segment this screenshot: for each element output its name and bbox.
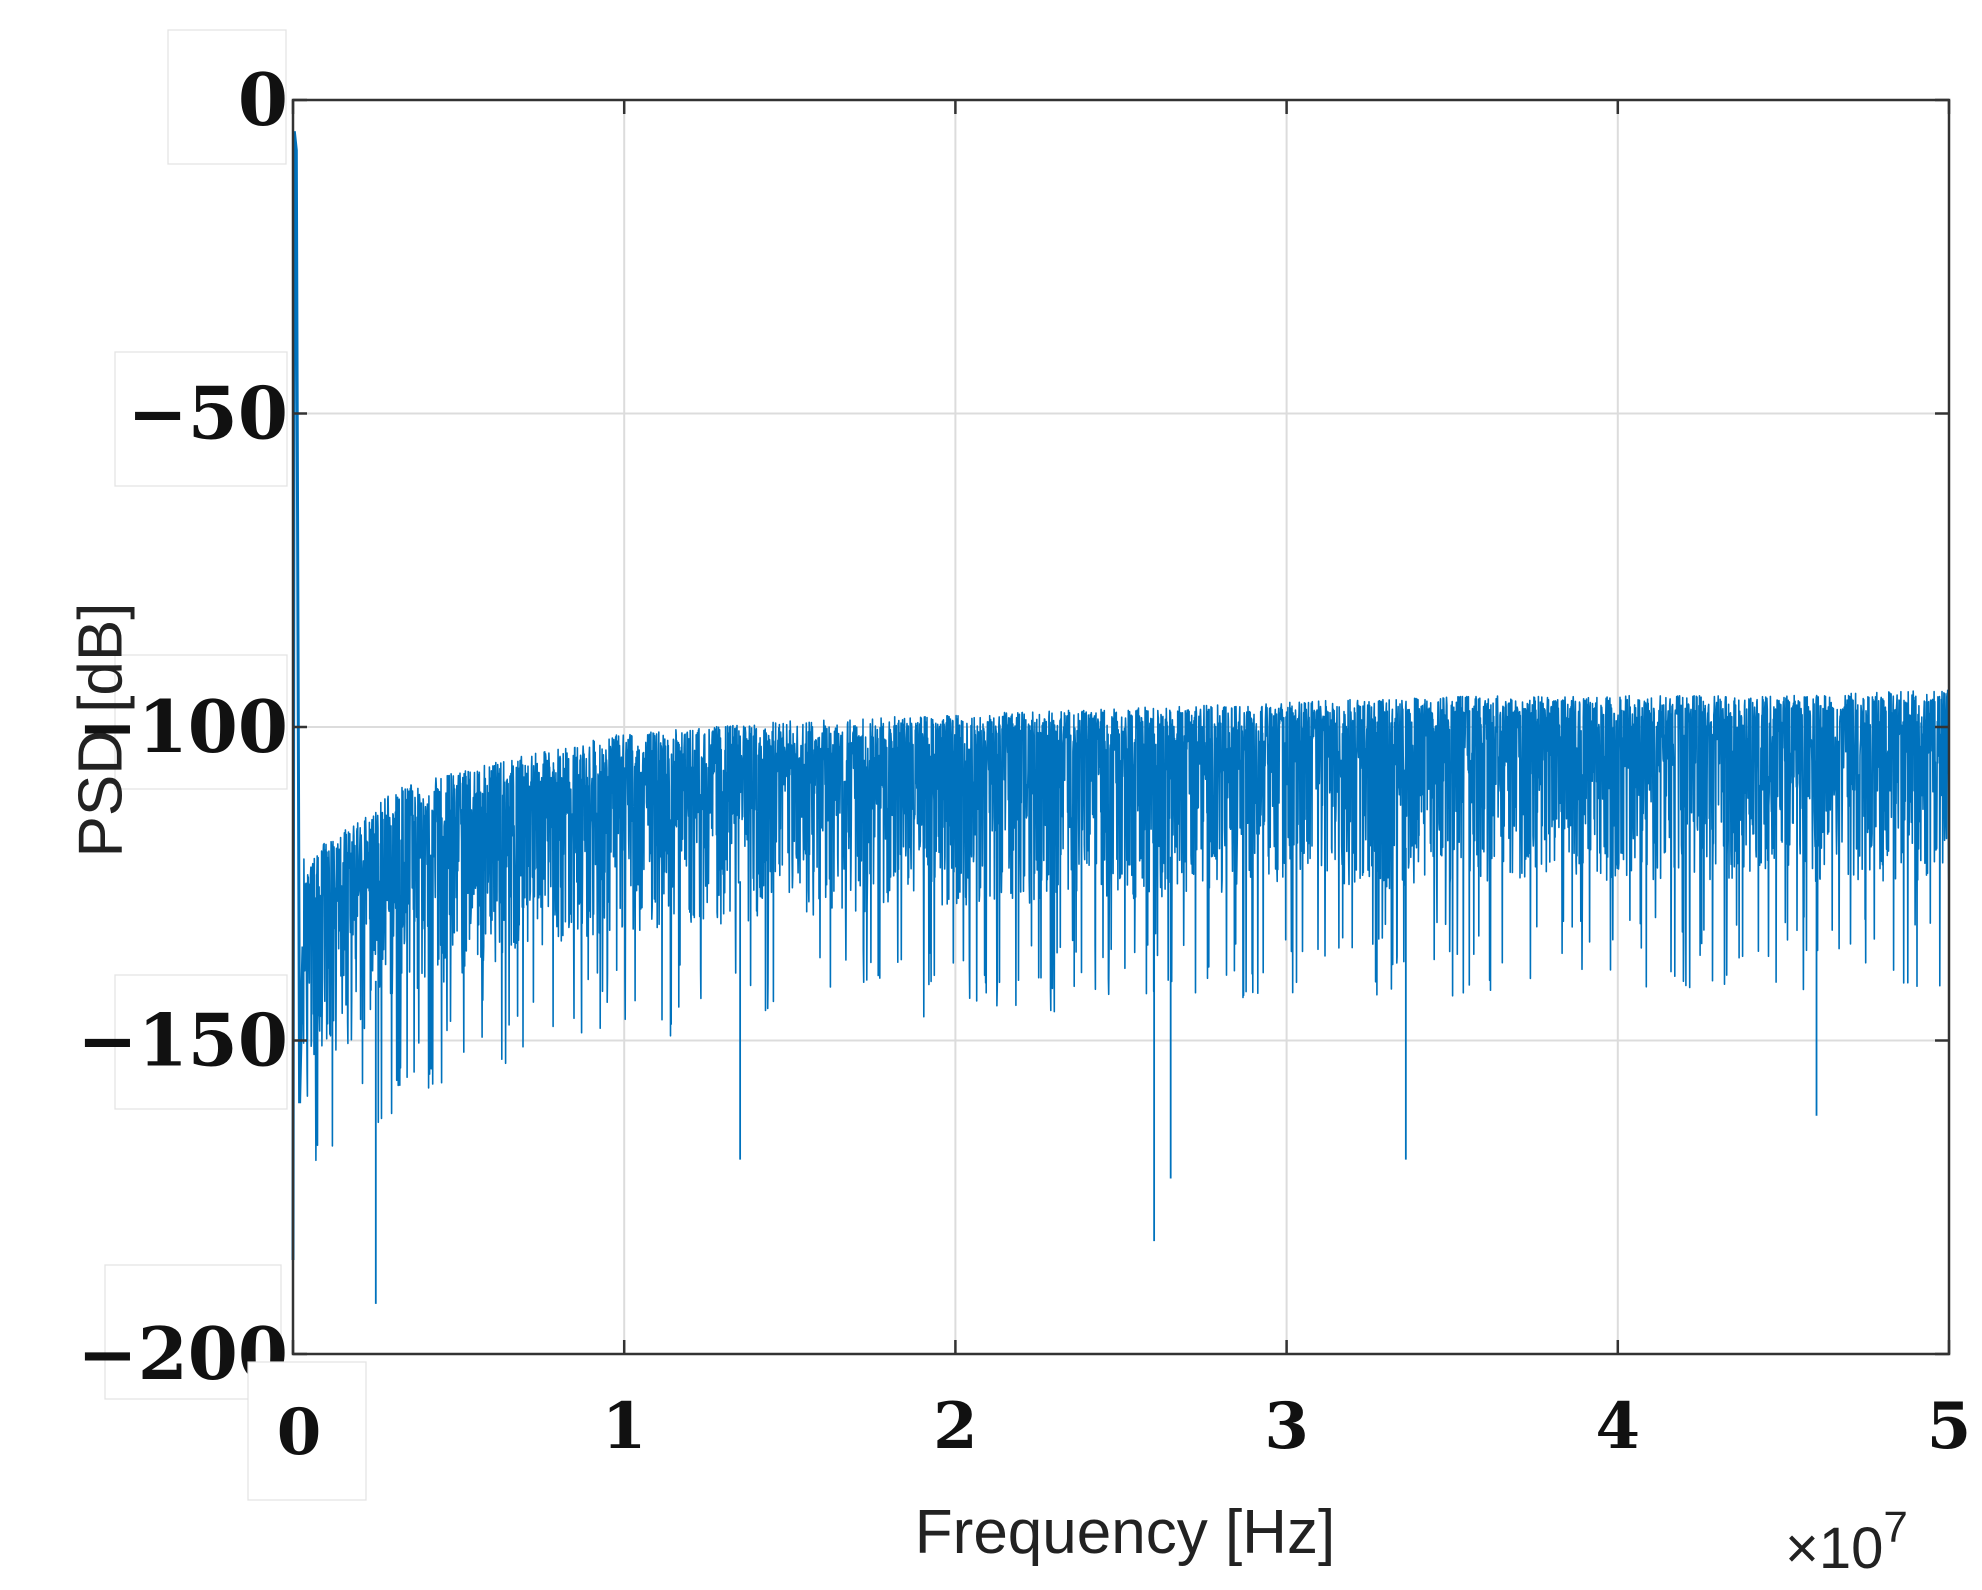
x-axis-label: Frequency [Hz] (915, 1498, 1335, 1567)
x-exponent-power: 7 (1883, 1503, 1907, 1552)
x-tick-label-4: 4 (1596, 1389, 1641, 1464)
x-exponent-base: ×10 (1785, 1516, 1883, 1581)
y-tick-label-box-1 (114, 351, 288, 487)
y-axis-label: PSD [dB] (67, 603, 136, 858)
y-tick-label-group-3: −150 (77, 974, 288, 1110)
y-tick-label-3: −150 (77, 998, 288, 1083)
y-tick-label-2: −100 (77, 684, 288, 769)
x-tick-label-3: 3 (1264, 1389, 1309, 1464)
psd-noise-line (302, 689, 1950, 1162)
x-tick-labels: 0 1 2 3 4 5 (247, 1361, 1972, 1501)
y-tick-label-1: −50 (127, 371, 288, 456)
tick-marks (291, 98, 1951, 1356)
x-exponent-label: ×107 (1785, 1503, 1908, 1581)
y-tick-label-group-2: −100 (77, 654, 288, 790)
x-tick-label-box-0 (247, 1361, 367, 1501)
y-tick-label-0: 0 (238, 57, 288, 142)
y-tick-labels: 0−50−100−150−200 (77, 29, 288, 1400)
y-tick-label-group-1: −50 (114, 351, 288, 487)
x-tick-label-2: 2 (933, 1389, 978, 1464)
y-tick-label-box-3 (114, 974, 288, 1110)
psd-series (291, 131, 1950, 1304)
x-tick-label-0: 0 (277, 1395, 322, 1470)
y-tick-label-box-2 (114, 654, 288, 790)
x-tick-label-5: 5 (1927, 1389, 1972, 1464)
psd-dc-spike (291, 131, 305, 1261)
y-tick-label-group-0: 0 (167, 29, 288, 165)
y-tick-label-box-0 (167, 29, 287, 165)
x-tick-label-1: 1 (602, 1389, 647, 1464)
